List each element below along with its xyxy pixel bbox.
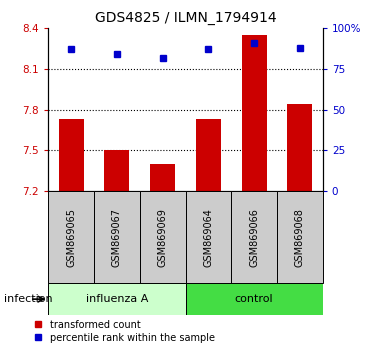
Bar: [140, 191, 186, 283]
Bar: [150, 164, 175, 191]
Bar: [186, 191, 231, 283]
Legend: transformed count, percentile rank within the sample: transformed count, percentile rank withi…: [35, 320, 215, 343]
Bar: [287, 104, 312, 191]
Text: GSM869064: GSM869064: [203, 208, 213, 267]
Text: control: control: [235, 294, 273, 304]
Bar: [186, 283, 323, 315]
Text: GSM869066: GSM869066: [249, 208, 259, 267]
Bar: [48, 191, 94, 283]
Text: GSM869065: GSM869065: [66, 208, 76, 267]
Text: GDS4825 / ILMN_1794914: GDS4825 / ILMN_1794914: [95, 11, 276, 25]
Bar: [59, 119, 84, 191]
Bar: [196, 119, 221, 191]
Bar: [94, 191, 140, 283]
Bar: [242, 35, 267, 191]
Text: infection: infection: [4, 294, 52, 304]
Bar: [104, 150, 129, 191]
Bar: [277, 191, 323, 283]
Text: GSM869068: GSM869068: [295, 208, 305, 267]
Bar: [231, 191, 277, 283]
Text: influenza A: influenza A: [86, 294, 148, 304]
Text: GSM869067: GSM869067: [112, 208, 122, 267]
Bar: [48, 283, 186, 315]
Text: GSM869069: GSM869069: [158, 208, 168, 267]
